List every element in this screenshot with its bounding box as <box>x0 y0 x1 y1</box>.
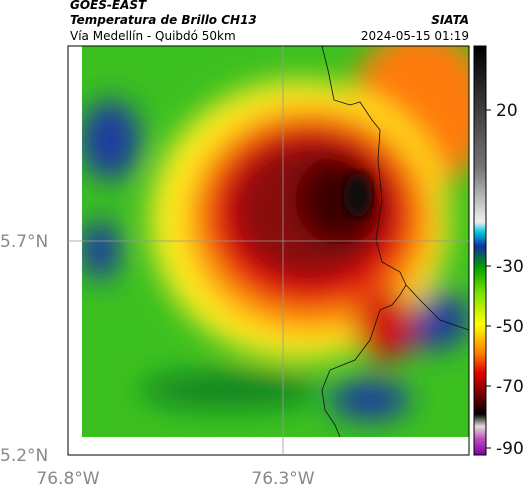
colorbar-tick-label: 20 <box>496 101 518 121</box>
colorbar <box>473 45 487 456</box>
colorbar-tick-label: -70 <box>496 377 524 397</box>
lon-label: 76.8°W <box>36 469 99 489</box>
colorbar-ticks: 20 -30 -50 -70 -90 <box>486 101 524 459</box>
location: Vía Medellín - Quibdó 50km <box>70 29 236 43</box>
colorbar-tick-label: -30 <box>496 257 524 277</box>
lat-label: 5.7°N <box>0 232 48 252</box>
lat-label: 5.2°N <box>0 446 48 466</box>
product: Temperatura de Brillo CH13 <box>70 13 257 27</box>
brightness-field <box>82 46 469 437</box>
satellite: GOES-EAST <box>70 0 147 12</box>
coastline <box>321 45 470 438</box>
map-frame <box>67 45 470 456</box>
colorbar-tick-label: -50 <box>496 317 524 337</box>
colorbar-tick-label: -90 <box>496 439 524 459</box>
lon-label: 76.3°W <box>251 469 314 489</box>
agency: SIATA <box>431 13 469 27</box>
datetime: 2024-05-15 01:19 <box>361 29 469 43</box>
